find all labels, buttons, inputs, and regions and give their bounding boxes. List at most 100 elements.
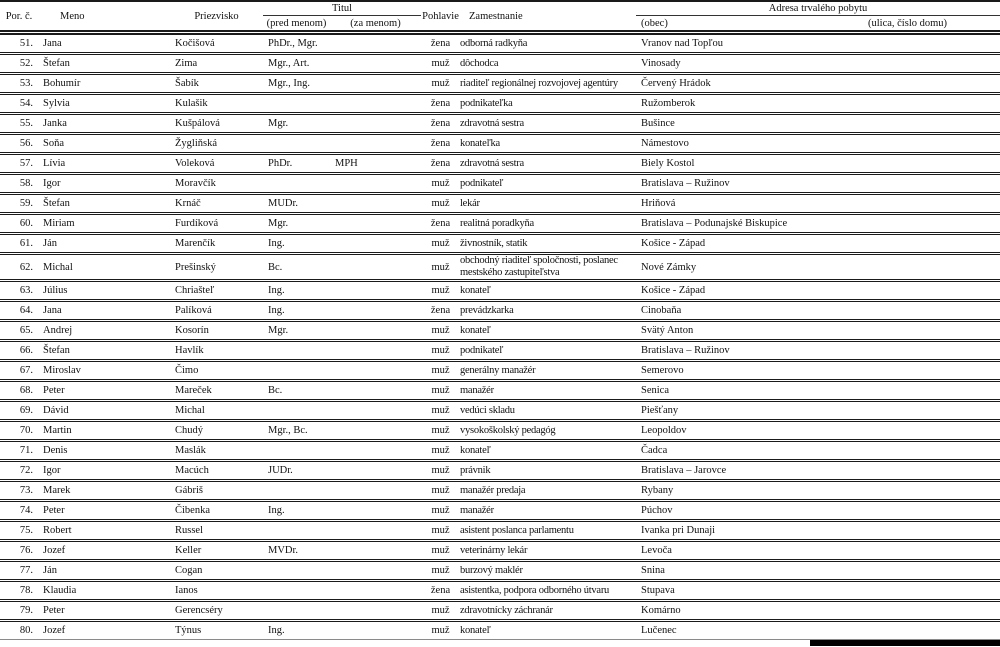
cell-priezvisko: Kušpálová xyxy=(170,113,263,135)
cell-ulica xyxy=(815,580,1000,602)
cell-titul_pred xyxy=(263,600,330,622)
cell-obec: Bratislava – Ružinov xyxy=(636,340,816,362)
cell-ulica xyxy=(815,213,1000,235)
cell-titul_za xyxy=(330,320,422,342)
cell-ulica xyxy=(815,380,1000,402)
cell-priezvisko: Cogan xyxy=(170,560,263,582)
cell-ulica xyxy=(815,600,1000,622)
cell-meno: Denis xyxy=(38,440,170,462)
cell-titul_pred: Bc. xyxy=(263,380,330,402)
table-row: 65. Andrej Kosorín Mgr. muž konateľ Svätý Anto… xyxy=(0,320,1000,342)
cell-zamestnanie: veterinárny lekár xyxy=(460,540,637,562)
cell-obec: Senica xyxy=(636,380,816,402)
cell-pohlavie: muž xyxy=(421,460,461,482)
cell-obec: Košice - Západ xyxy=(636,233,816,255)
cell-titul_pred: Mgr. xyxy=(263,113,330,135)
cell-priezvisko: Čimo xyxy=(170,360,263,382)
table-row: 54. Sylvia Kulašik žena podnikateľka Ružomber… xyxy=(0,93,1000,115)
cell-zamestnanie: dôchodca xyxy=(460,53,637,75)
cell-pohlavie: muž xyxy=(421,540,461,562)
cell-zamestnanie: konateľ xyxy=(460,620,637,640)
cell-zamestnanie: odborná radkyňa xyxy=(460,32,637,55)
cell-titul_pred: Mgr., Bc. xyxy=(263,420,330,442)
cell-ulica xyxy=(815,560,1000,582)
cell-titul_pred xyxy=(263,173,330,195)
cell-num: 64. xyxy=(0,300,38,322)
cell-ulica xyxy=(815,133,1000,155)
cell-titul_za xyxy=(330,133,422,155)
cell-titul_za xyxy=(330,280,422,302)
cell-priezvisko: Marenčík xyxy=(170,233,263,255)
cell-obec: Bratislava – Podunajské Biskupice xyxy=(636,213,816,235)
cell-titul_pred: Ing. xyxy=(263,280,330,302)
cell-zamestnanie: konateľka xyxy=(460,133,637,155)
cell-pohlavie: muž xyxy=(421,600,461,622)
table-row: 68. Peter Mareček Bc. muž manažér Senica xyxy=(0,380,1000,402)
cell-titul_za xyxy=(330,193,422,215)
cell-priezvisko: Gerencséry xyxy=(170,600,263,622)
cell-meno: Jozef xyxy=(38,540,170,562)
cell-pohlavie: muž xyxy=(421,400,461,422)
cell-meno: Michal xyxy=(38,253,170,282)
cell-titul_za xyxy=(330,620,422,640)
cell-obec: Púchov xyxy=(636,500,816,522)
cell-pohlavie: muž xyxy=(421,340,461,362)
cell-zamestnanie: manažér xyxy=(460,500,637,522)
cell-obec: Stupava xyxy=(636,580,816,602)
cell-priezvisko: Havlík xyxy=(170,340,263,362)
cell-titul_za xyxy=(330,173,422,195)
cell-num: 58. xyxy=(0,173,38,195)
cell-num: 68. xyxy=(0,380,38,402)
cell-num: 73. xyxy=(0,480,38,502)
cell-priezvisko: Kočišová xyxy=(170,32,263,55)
cell-obec: Semerovo xyxy=(636,360,816,382)
cell-priezvisko: Kosorín xyxy=(170,320,263,342)
cell-ulica xyxy=(815,233,1000,255)
table-row: 52. Štefan Zima Mgr., Art. muž dôchodca Vinosa… xyxy=(0,53,1000,75)
cell-num: 71. xyxy=(0,440,38,462)
cell-titul_pred xyxy=(263,580,330,602)
cell-obec: Vinosady xyxy=(636,53,816,75)
table-row: 66. Štefan Havlík muž podnikateľ Bratislava –… xyxy=(0,340,1000,362)
table-row: 53. Bohumír Šabík Mgr., Ing. muž riaditeľ reg… xyxy=(0,73,1000,95)
cell-meno: Marek xyxy=(38,480,170,502)
cell-ulica xyxy=(815,53,1000,75)
cell-titul_pred: PhDr., Mgr. xyxy=(263,32,330,55)
cell-obec: Bratislava – Jarovce xyxy=(636,460,816,482)
cell-zamestnanie: zdravotná sestra xyxy=(460,113,637,135)
cell-obec: Červený Hrádok xyxy=(636,73,816,95)
cell-num: 76. xyxy=(0,540,38,562)
cell-obec: Cinobaňa xyxy=(636,300,816,322)
cell-priezvisko: Palíková xyxy=(170,300,263,322)
table-row: 74. Peter Čibenka Ing. muž manažér Púchov xyxy=(0,500,1000,522)
column-header-titul-za: (za menom) xyxy=(330,15,422,35)
cell-ulica xyxy=(815,620,1000,640)
cell-zamestnanie: burzový maklér xyxy=(460,560,637,582)
cell-meno: Soňa xyxy=(38,133,170,155)
cell-meno: Martin xyxy=(38,420,170,442)
cell-obec: Rybany xyxy=(636,480,816,502)
cell-meno: Jana xyxy=(38,300,170,322)
cell-titul_za: MPH xyxy=(330,153,422,175)
cell-meno: Klaudia xyxy=(38,580,170,602)
cell-pohlavie: muž xyxy=(421,173,461,195)
cell-pohlavie: žena xyxy=(421,580,461,602)
cell-num: 59. xyxy=(0,193,38,215)
cell-obec: Biely Kostol xyxy=(636,153,816,175)
cell-pohlavie: muž xyxy=(421,53,461,75)
cell-zamestnanie: konateľ xyxy=(460,320,637,342)
cell-ulica xyxy=(815,360,1000,382)
cell-obec: Námestovo xyxy=(636,133,816,155)
cell-zamestnanie: riaditeľ regionálnej rozvojovej agentúry xyxy=(460,73,637,95)
cell-zamestnanie: manažér xyxy=(460,380,637,402)
column-header-zamestnanie: Zamestnanie xyxy=(460,1,637,35)
column-header-meno: Meno xyxy=(38,1,170,35)
cell-obec: Ružomberok xyxy=(636,93,816,115)
cell-num: 62. xyxy=(0,253,38,282)
cell-meno: Miriam xyxy=(38,213,170,235)
cell-num: 75. xyxy=(0,520,38,542)
cell-meno: Július xyxy=(38,280,170,302)
cell-pohlavie: muž xyxy=(421,320,461,342)
cell-meno: Štefan xyxy=(38,53,170,75)
